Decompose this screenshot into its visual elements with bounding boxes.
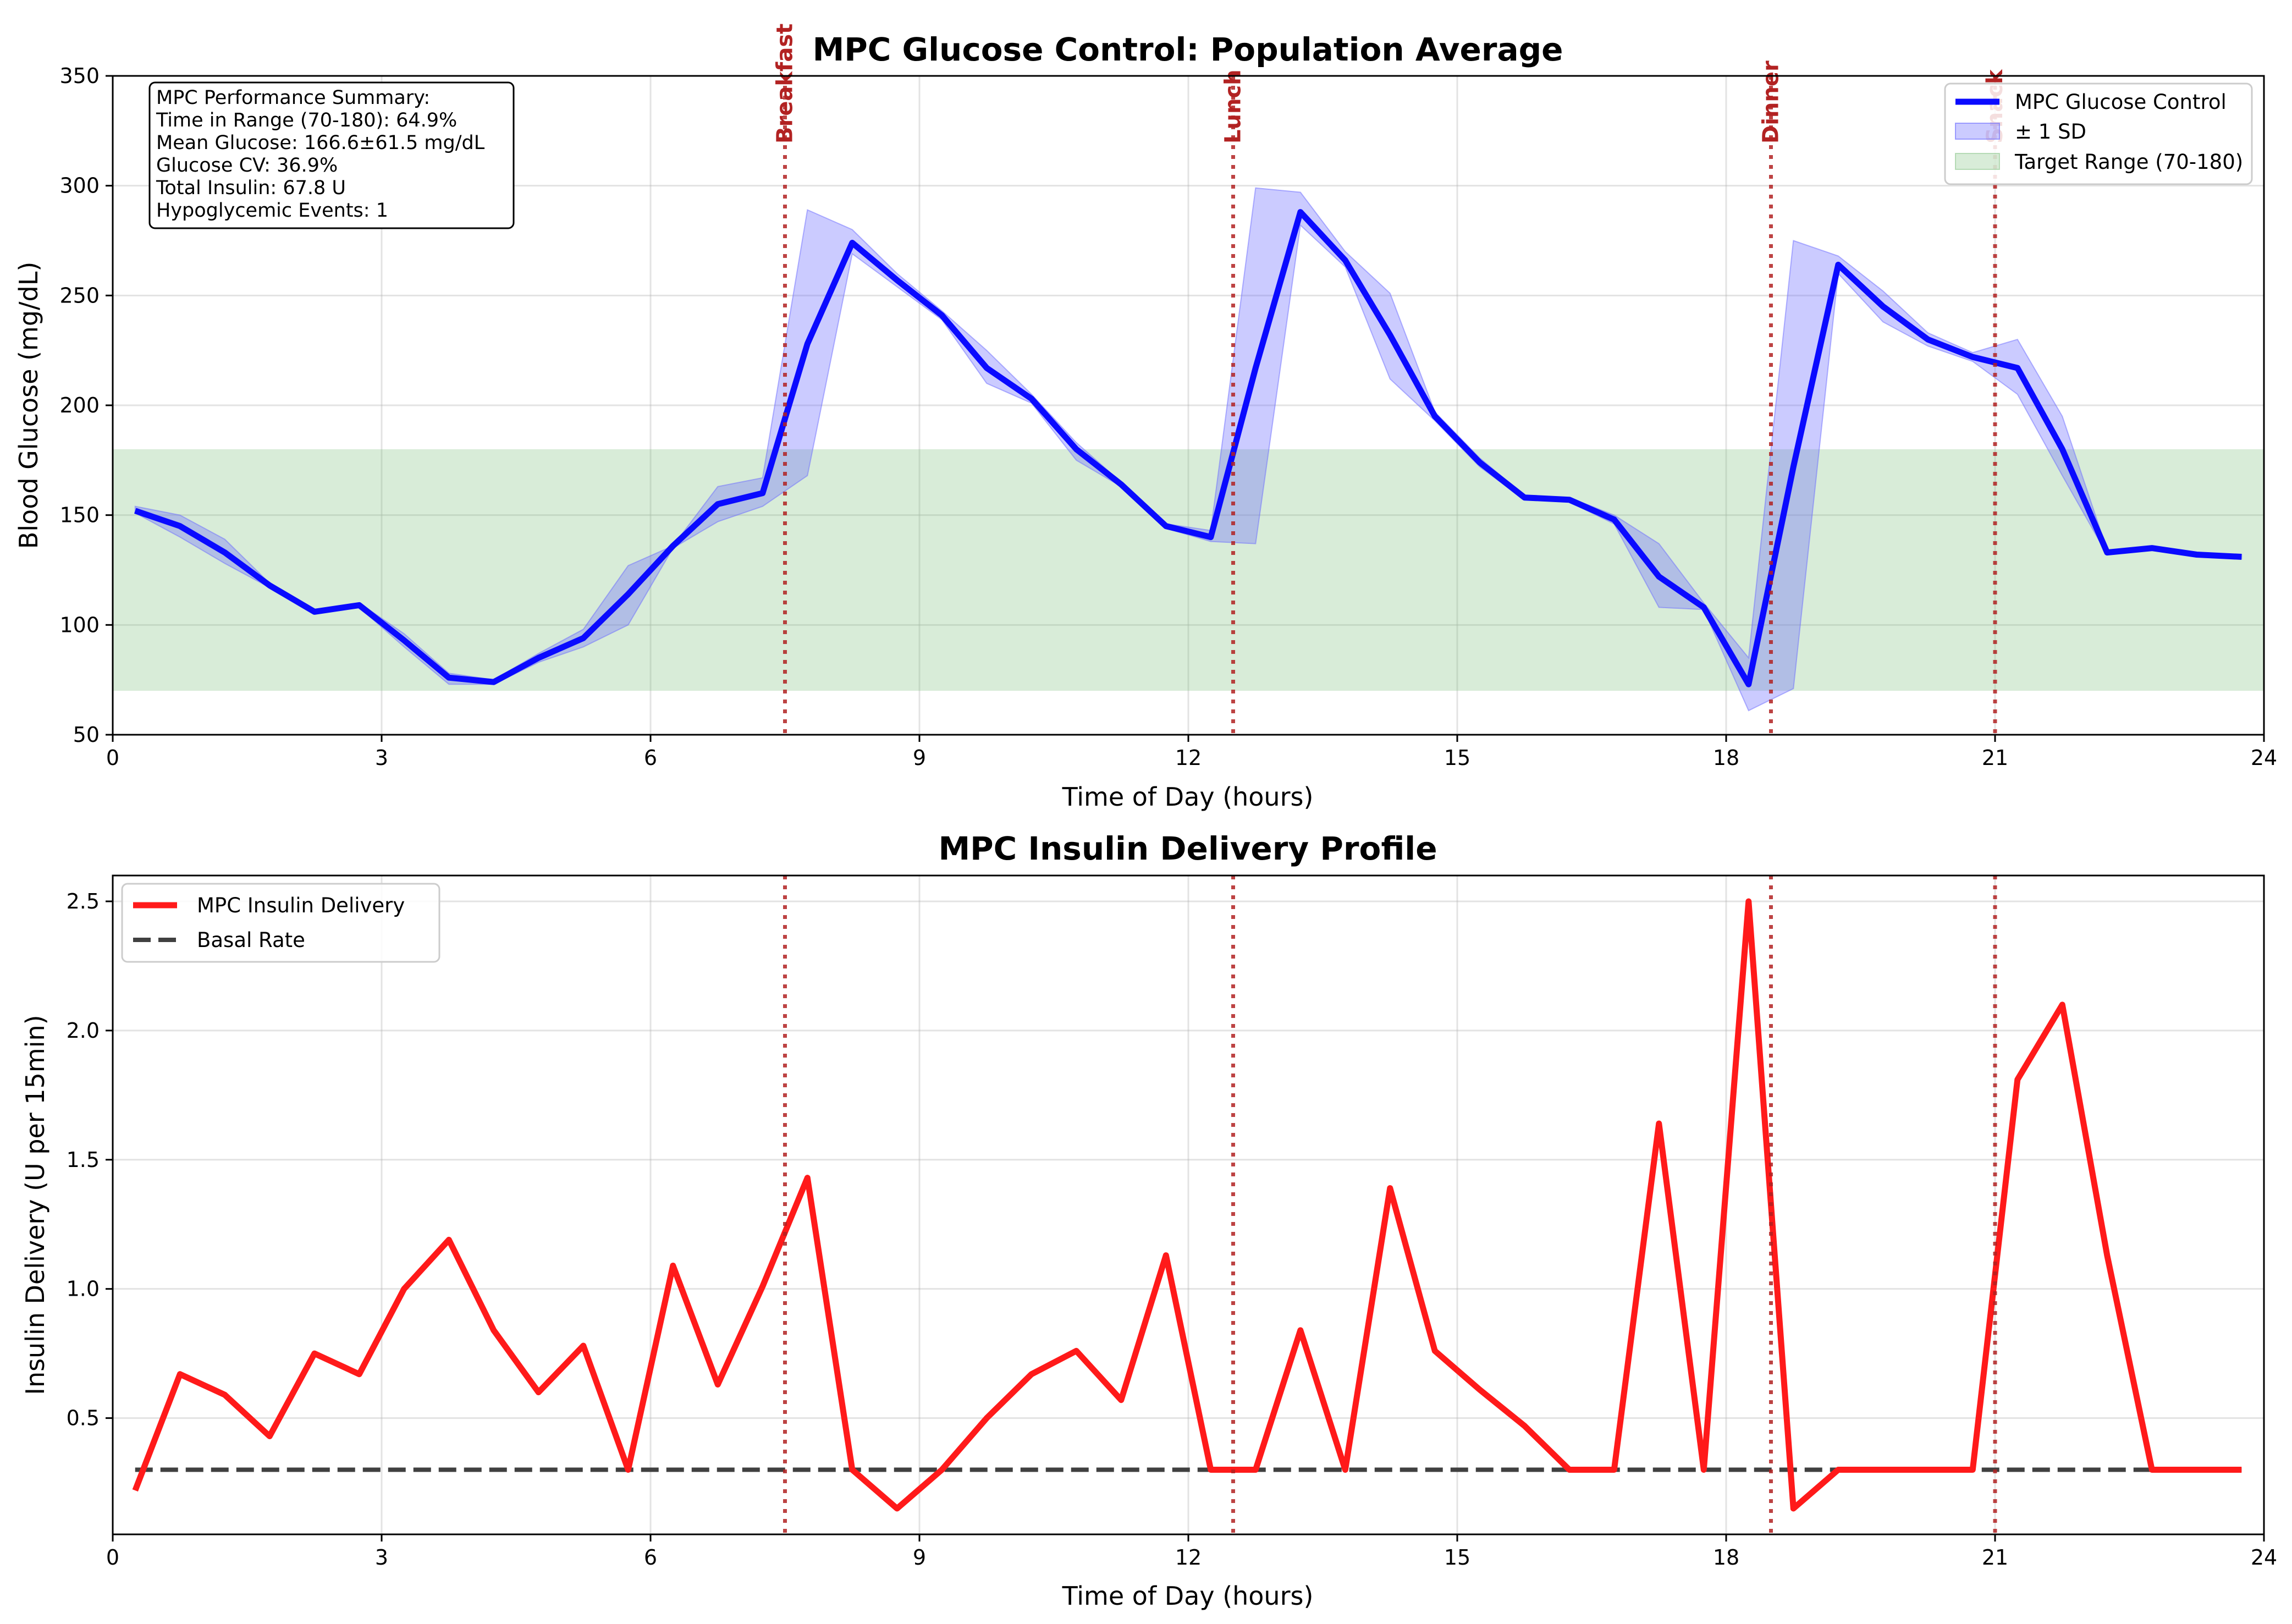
x-tick-label: 9 — [913, 746, 926, 770]
x-tick-label: 12 — [1175, 1545, 1202, 1570]
x-tick-label: 9 — [913, 1545, 926, 1570]
x-tick-label: 15 — [1444, 1545, 1470, 1570]
target-range-band — [113, 449, 2264, 691]
x-tick-label: 18 — [1713, 1545, 1739, 1570]
stats-box-frame — [148, 81, 515, 229]
insulin-chart-title: MPC Insulin Delivery Profile — [938, 830, 1437, 867]
x-tick-label: 18 — [1713, 746, 1739, 770]
x-tick-label: 24 — [2251, 1545, 2277, 1570]
meal-marker-label: Lunch — [1221, 69, 1246, 144]
x-tick-label: 3 — [375, 1545, 388, 1570]
meal-marker-label: Dinner — [1759, 60, 1784, 144]
x-tick-label: 0 — [106, 1545, 119, 1570]
x-tick-label: 21 — [1982, 746, 2008, 770]
legend-label-target: Target Range (70-180) — [2014, 150, 2243, 174]
glucose-meal-markers: BreakfastLunchDinnerSnack — [773, 24, 2008, 735]
glucose-x-axis-label: Time of Day (hours) — [1062, 782, 1314, 812]
x-tick-label: 6 — [644, 746, 657, 770]
insulin-legend: MPC Insulin Delivery Basal Rate — [121, 883, 440, 963]
insulin-legend-frame — [121, 883, 440, 963]
x-tick-label: 6 — [644, 1545, 657, 1570]
meal-marker-label: Breakfast — [773, 24, 798, 144]
y-tick-label: 150 — [59, 503, 100, 527]
x-tick-label: 24 — [2251, 746, 2277, 770]
insulin-y-ticks: 0.5 1.0 1.5 2.0 2.5 — [67, 889, 113, 1430]
legend-label-glucose: MPC Glucose Control — [2015, 90, 2227, 114]
x-tick-label: 21 — [1982, 1545, 2008, 1570]
y-tick-label: 200 — [59, 393, 100, 417]
legend-label-basal: Basal Rate — [197, 928, 305, 952]
glucose-x-ticks: 0 3 6 9 12 15 18 21 24 — [106, 735, 2277, 770]
glucose-y-ticks: 50 100 150 200 250 300 350 — [59, 64, 113, 747]
y-tick-label: 0.5 — [67, 1406, 100, 1430]
x-tick-label: 15 — [1444, 746, 1470, 770]
x-tick-label: 0 — [106, 746, 119, 770]
sd-band — [134, 187, 2243, 712]
insulin-meal-markers — [783, 876, 1997, 1534]
glucose-legend-frame — [1944, 82, 2253, 185]
insulin-x-axis-label: Time of Day (hours) — [1062, 1581, 1314, 1611]
y-tick-label: 1.0 — [67, 1277, 100, 1301]
legend-swatch-target — [1955, 153, 2000, 170]
insulin-plot-area — [113, 876, 2264, 1534]
glucose-series-line — [134, 209, 2242, 687]
x-tick-label: 12 — [1175, 746, 1202, 770]
stats-line: Glucose CV: 36.9% — [156, 155, 338, 177]
insulin-x-ticks: 0 3 6 9 12 15 18 21 24 — [106, 1534, 2277, 1570]
glucose-chart: MPC Glucose Control: Population Average … — [14, 24, 2277, 812]
stats-line: MPC Performance Summary: — [156, 87, 430, 109]
glucose-chart-title: MPC Glucose Control: Population Average — [813, 31, 1563, 68]
glucose-legend: MPC Glucose Control ± 1 SD Target Range … — [1944, 82, 2253, 185]
y-tick-label: 50 — [73, 723, 100, 747]
insulin-y-axis-label: Insulin Delivery (U per 15min) — [20, 1015, 50, 1395]
x-tick-label: 3 — [375, 746, 388, 770]
y-tick-label: 2.0 — [67, 1019, 100, 1043]
insulin-chart: MPC Insulin Delivery Profile 0 3 6 9 12 15 18 2… — [20, 830, 2277, 1611]
y-tick-label: 350 — [59, 64, 100, 88]
y-tick-label: 1.5 — [67, 1148, 100, 1172]
legend-label-insulin: MPC Insulin Delivery — [197, 894, 405, 917]
stats-box: MPC Performance Summary: Time in Range (… — [148, 81, 515, 229]
legend-swatch-sd — [1955, 123, 2000, 140]
insulin-series-line — [132, 898, 2242, 1512]
y-tick-label: 100 — [59, 613, 100, 637]
glucose-y-axis-label: Blood Glucose (mg/dL) — [14, 262, 43, 549]
legend-label-sd: ± 1 SD — [2015, 120, 2086, 144]
stats-line: Total Insulin: 67.8 U — [156, 177, 346, 199]
stats-line: Hypoglycemic Events: 1 — [156, 200, 388, 222]
y-tick-label: 300 — [59, 174, 100, 198]
y-tick-label: 250 — [59, 283, 100, 307]
stats-line: Time in Range (70-180): 64.9% — [156, 109, 457, 131]
stats-line: Mean Glucose: 166.6±61.5 mg/dL — [156, 132, 485, 154]
y-tick-label: 2.5 — [67, 889, 100, 913]
